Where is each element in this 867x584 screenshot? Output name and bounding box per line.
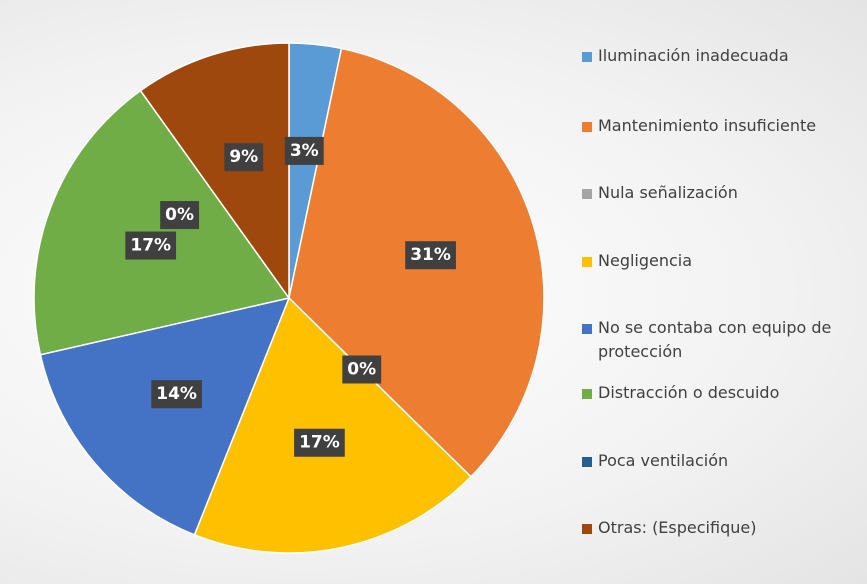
- legend-swatch: [582, 189, 592, 199]
- data-label-text: 9%: [229, 147, 258, 167]
- pie-slice: [39, 296, 291, 536]
- data-label-box: [284, 136, 324, 165]
- data-label: 14%: [151, 380, 202, 409]
- legend-label: Distracción o descuido: [598, 383, 780, 402]
- data-label-text: 14%: [156, 384, 197, 404]
- data-label-text: 3%: [290, 141, 319, 161]
- legend-swatch: [582, 122, 592, 132]
- data-label: 3%: [284, 136, 324, 165]
- data-label-text: 31%: [410, 245, 451, 265]
- data-label: 17%: [125, 231, 177, 260]
- legend-label: No se contaba con equipo de protección: [598, 318, 832, 361]
- data-label-box: [294, 428, 345, 457]
- data-label: 9%: [224, 143, 264, 172]
- legend-item: Nula señalización: [582, 181, 857, 205]
- legend-swatch: [582, 457, 592, 467]
- legend-item: Distracción o descuido: [582, 381, 857, 405]
- legend-label: Poca ventilación: [598, 451, 729, 470]
- legend-label: Otras: (Especifique): [598, 518, 757, 537]
- legend-swatch: [582, 52, 592, 62]
- legend-swatch: [582, 389, 592, 399]
- data-label: 0%: [342, 355, 382, 384]
- data-label-box: [224, 143, 264, 172]
- legend-item: No se contaba con equipo de protección: [582, 316, 857, 364]
- data-label: 17%: [294, 428, 345, 457]
- legend-label: Negligencia: [598, 251, 693, 270]
- legend-swatch: [582, 524, 592, 534]
- legend-label: Iluminación inadecuada: [598, 46, 789, 65]
- data-label-text: 0%: [165, 205, 194, 225]
- legend-item: Iluminación inadecuada: [582, 44, 857, 68]
- legend-item: Poca ventilación: [582, 449, 857, 473]
- legend-item: Mantenimiento insuficiente: [582, 114, 857, 138]
- data-label-box: [151, 380, 202, 409]
- data-label-box: [125, 231, 177, 260]
- legend-swatch: [582, 257, 592, 267]
- data-label-box: [405, 241, 456, 270]
- data-label-text: 0%: [347, 359, 376, 379]
- data-label-box: [160, 201, 200, 230]
- data-label-box: [342, 355, 382, 384]
- data-label-text: 17%: [299, 433, 340, 453]
- legend-swatch: [582, 324, 592, 334]
- legend-item: Otras: (Especifique): [582, 516, 857, 540]
- legend-label: Mantenimiento insuficiente: [598, 116, 817, 135]
- data-label: 0%: [160, 201, 200, 230]
- legend-item: Negligencia: [582, 249, 857, 273]
- data-label-text: 17%: [130, 236, 171, 256]
- data-label: 31%: [405, 241, 456, 270]
- pie-slice: [139, 42, 290, 301]
- legend-label: Nula señalización: [598, 183, 738, 202]
